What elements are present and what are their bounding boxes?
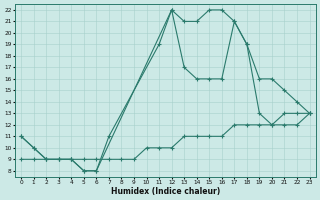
X-axis label: Humidex (Indice chaleur): Humidex (Indice chaleur) xyxy=(111,187,220,196)
